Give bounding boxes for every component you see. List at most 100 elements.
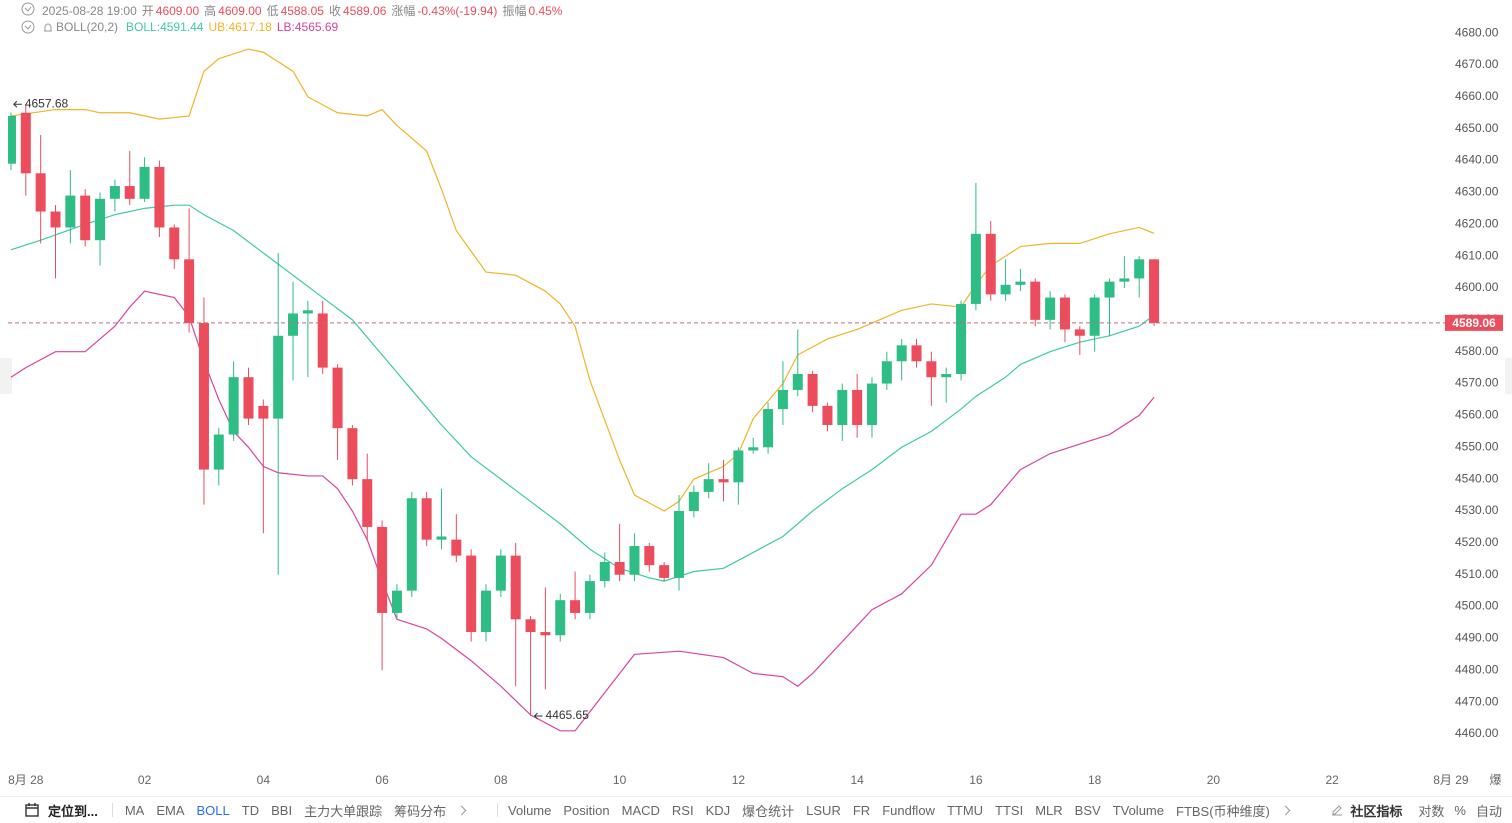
candle-body — [124, 186, 135, 199]
candle-body — [777, 389, 788, 410]
indicator-tab[interactable]: 筹码分布 — [394, 803, 447, 819]
indicator-tab[interactable]: TVolume — [1112, 802, 1164, 818]
candle-body — [718, 479, 729, 483]
indicator-tab[interactable]: LSUR — [806, 802, 841, 818]
candle-body — [970, 233, 981, 304]
indicator-tab[interactable]: TTMU — [946, 802, 984, 818]
calendar-icon[interactable] — [24, 802, 40, 818]
candle-body — [1149, 259, 1160, 323]
candle-body — [866, 383, 877, 425]
toolbar-option[interactable]: 社区指标 — [1350, 803, 1403, 819]
field-label: 涨幅 — [391, 4, 416, 18]
indicator-tab[interactable]: BBI — [271, 802, 293, 818]
candle-body — [1030, 281, 1041, 320]
field-label: 收 — [328, 4, 341, 18]
y-tick-label: 4510.00 — [1455, 567, 1499, 581]
x-tick-label: 16 — [969, 773, 983, 787]
indicator-tab[interactable]: TD — [241, 802, 260, 818]
candle-body — [614, 561, 625, 575]
y-tick-label: 4620.00 — [1455, 216, 1499, 230]
candle-body — [184, 259, 195, 324]
right-tab[interactable] — [1505, 358, 1512, 394]
candle-body — [466, 555, 477, 633]
indicator-tab[interactable]: BOLL — [196, 802, 230, 818]
legend-item: BOLL:4591.44 — [126, 20, 204, 34]
boll-line — [10, 48, 1155, 512]
x-tick-label: 18 — [1088, 773, 1102, 787]
indicator-tab[interactable]: MACD — [621, 802, 660, 818]
indicator-tab[interactable]: KDJ — [705, 802, 731, 818]
candle-body — [1074, 329, 1085, 336]
ohlc-header: 2025-08-28 19:00 开 4609.00 高 4609.00 低 4588.05… — [42, 2, 567, 19]
candle-body — [1134, 259, 1145, 279]
annotation-arrow — [533, 712, 543, 720]
indicator-tab[interactable]: Fundflow — [882, 802, 935, 818]
indicator-tab[interactable]: MLR — [1035, 802, 1063, 818]
field-value: 4609.00 — [155, 4, 200, 18]
candle-body — [35, 173, 46, 212]
candle-body — [673, 510, 684, 578]
indicator-tab[interactable]: TTSI — [995, 802, 1024, 818]
candle-body — [332, 367, 343, 429]
toolbar-option[interactable]: % — [1454, 802, 1466, 818]
x-tick-label: 22 — [1325, 773, 1339, 787]
y-tick-label: 4600.00 — [1455, 280, 1499, 294]
candle-body — [703, 479, 714, 492]
candle-body — [570, 600, 581, 613]
x-tick-label: 8月 29 — [1433, 773, 1469, 787]
candle-body — [911, 345, 922, 362]
x-tick-label: 08 — [494, 773, 508, 787]
annotation-label: 4657.68 — [25, 96, 69, 110]
indicator-tab[interactable]: 主力大单跟踪 — [304, 803, 383, 819]
candle-body — [8, 115, 16, 164]
legend-title: BOLL(20,2) — [56, 20, 119, 34]
candle-body — [288, 313, 299, 336]
candle-body — [169, 227, 180, 260]
indicator-tab[interactable]: FTBS(币种维度) — [1176, 803, 1270, 819]
last-price-box — [1445, 314, 1503, 331]
locate-button[interactable]: 定位到... — [48, 803, 98, 819]
toolbar-option[interactable]: 自动 — [1475, 803, 1502, 819]
candle-body — [629, 546, 640, 575]
indicator-tab[interactable]: Position — [563, 802, 610, 818]
chevron[interactable] — [1280, 805, 1291, 815]
candle-body — [688, 491, 699, 511]
annotation-arrow — [13, 100, 22, 108]
candle-body — [20, 112, 31, 174]
y-tick-label: 4660.00 — [1455, 89, 1499, 103]
candle-body — [436, 536, 447, 540]
toolbar-option[interactable]: 对数 — [1418, 803, 1445, 819]
candle-body — [258, 405, 269, 419]
boll-line — [10, 204, 1155, 582]
left-tab[interactable] — [0, 358, 12, 394]
field-label: 振幅 — [502, 4, 527, 18]
candle-body — [540, 632, 551, 636]
y-tick-label: 4460.00 — [1455, 726, 1499, 740]
candle-body — [1089, 297, 1100, 336]
toolbar-sub: Volume Position MACD RSI KDJ 爆仓统计 LSUR FR Fundfl… — [508, 797, 1301, 823]
field-value: 0.45% — [528, 4, 563, 18]
candle-body — [822, 405, 833, 425]
x-tick-label: 10 — [613, 773, 627, 787]
candle-body — [985, 233, 996, 295]
candle-body — [228, 377, 239, 435]
plot — [8, 48, 1160, 732]
candle-body — [95, 198, 106, 241]
indicator-tab[interactable]: 爆仓统计 — [742, 803, 795, 819]
candle-body — [362, 479, 373, 527]
indicator-tab[interactable]: MA — [124, 802, 145, 818]
candle-body — [956, 303, 967, 375]
indicator-tab[interactable]: BSV — [1074, 802, 1101, 818]
y-tick-label: 4470.00 — [1455, 694, 1499, 708]
indicator-tab[interactable]: RSI — [671, 802, 694, 818]
candle-body — [748, 447, 759, 451]
edit-icon[interactable] — [1330, 803, 1344, 817]
candle-body — [347, 428, 358, 480]
chevron[interactable] — [456, 805, 467, 815]
indicator-tab[interactable]: EMA — [156, 802, 185, 818]
candle-body — [139, 166, 150, 199]
y-tick-label: 4640.00 — [1455, 153, 1499, 167]
indicator-tab[interactable]: FR — [852, 802, 871, 818]
indicator-tab[interactable]: Volume — [508, 802, 552, 818]
y-tick-label: 4570.00 — [1455, 376, 1499, 390]
